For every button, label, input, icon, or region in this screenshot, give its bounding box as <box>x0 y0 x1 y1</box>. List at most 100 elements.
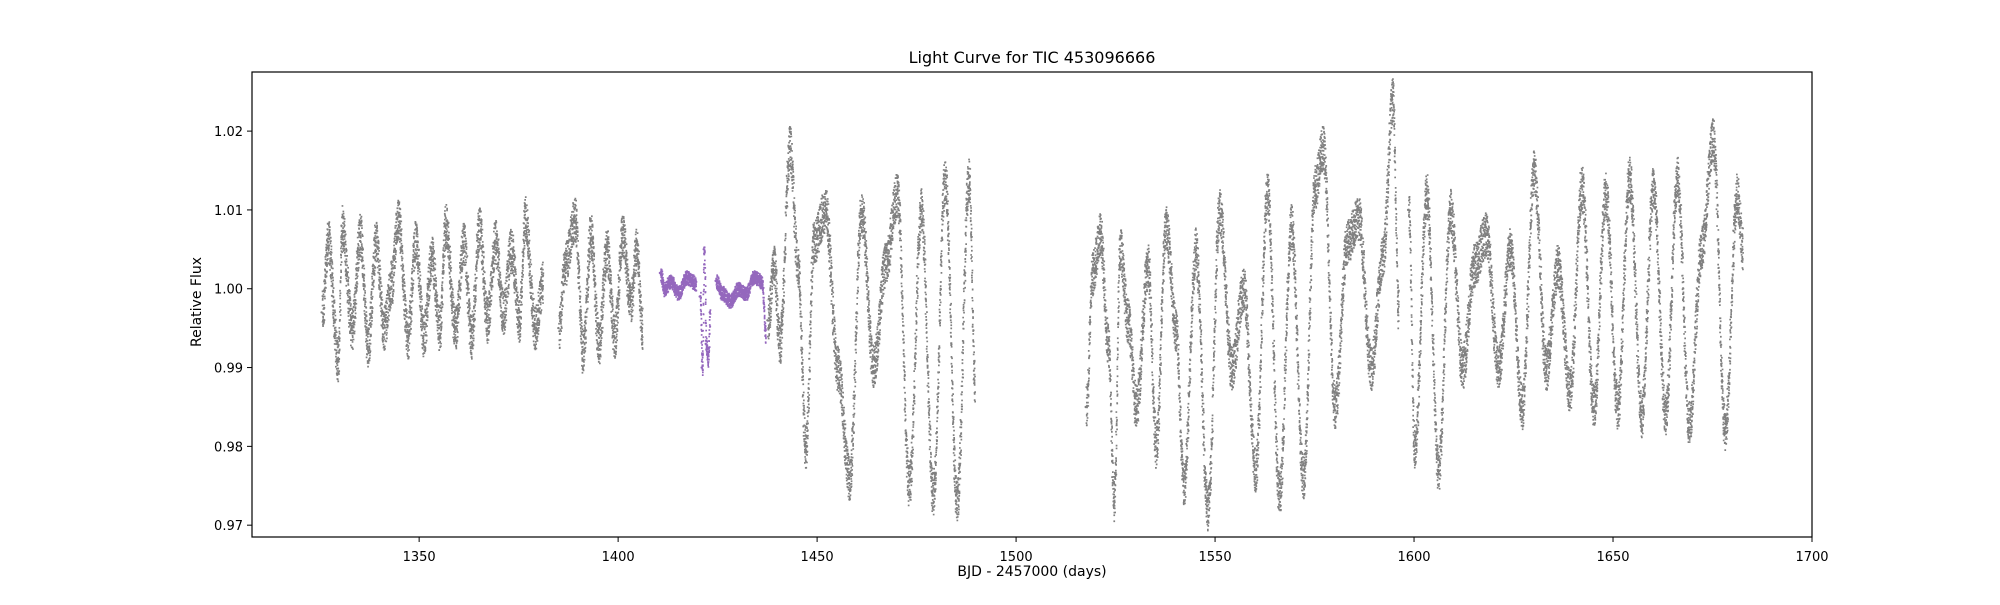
data-point <box>1568 390 1571 393</box>
y-tick-label: 0.99 <box>214 362 243 377</box>
data-point <box>1345 240 1348 243</box>
data-point <box>662 287 666 290</box>
x-tick-label: 1350 <box>403 550 436 565</box>
data-point <box>1112 500 1115 503</box>
data-point <box>1448 208 1452 212</box>
data-point <box>541 279 544 283</box>
flux-points <box>1407 118 1744 490</box>
data-point <box>752 275 755 279</box>
data-point <box>708 311 711 314</box>
data-point <box>1687 421 1690 424</box>
data-point <box>835 366 839 369</box>
y-tick-label: 0.97 <box>214 519 243 534</box>
data-point <box>744 291 747 294</box>
data-point <box>736 287 739 290</box>
data-point <box>533 326 536 330</box>
data-point <box>443 224 447 227</box>
data-point <box>406 334 409 338</box>
data-point <box>1118 248 1121 251</box>
data-point <box>720 291 723 294</box>
data-point <box>581 350 584 353</box>
data-point <box>1301 476 1304 480</box>
x-tick-label: 1500 <box>1000 550 1033 565</box>
data-point <box>704 342 707 346</box>
y-axis-label: Relative Flux <box>189 257 205 347</box>
data-point <box>1508 248 1511 251</box>
x-tick-label: 1650 <box>1596 550 1629 565</box>
data-point <box>1591 405 1595 409</box>
data-point <box>1406 208 1410 212</box>
series-0-segment-2 <box>766 126 976 522</box>
data-point <box>847 476 851 480</box>
flux-points <box>767 126 976 522</box>
data-point <box>931 492 934 495</box>
data-point <box>778 342 781 346</box>
data-point <box>973 382 976 385</box>
data-point <box>1396 311 1400 314</box>
data-point <box>788 145 791 149</box>
data-point <box>804 445 807 448</box>
data-point <box>1627 177 1631 180</box>
data-point <box>859 208 863 212</box>
data-point <box>1544 366 1547 369</box>
data-point <box>1391 98 1394 101</box>
data-point <box>1146 263 1149 267</box>
data-point <box>811 240 815 243</box>
data-point <box>1460 366 1464 369</box>
data-point <box>628 303 632 306</box>
data-point <box>1615 405 1619 409</box>
data-point <box>1556 263 1559 267</box>
data-point <box>477 224 480 227</box>
data-point <box>382 326 385 330</box>
data-point <box>1369 366 1372 369</box>
data-point <box>1357 216 1360 219</box>
data-point <box>358 232 361 235</box>
data-point <box>421 334 425 338</box>
data-point <box>1651 185 1655 188</box>
data-point <box>1205 508 1209 511</box>
x-tick-label: 1450 <box>801 550 834 565</box>
data-point <box>702 248 705 251</box>
data-point <box>620 232 624 235</box>
data-point <box>366 342 369 346</box>
data-point <box>1723 429 1726 432</box>
data-point <box>1154 445 1157 448</box>
data-point <box>764 334 767 338</box>
data-point <box>919 208 922 212</box>
data-point <box>760 279 763 283</box>
data-point <box>523 216 526 219</box>
data-point <box>1084 405 1087 409</box>
data-point <box>640 326 644 330</box>
data-point <box>871 366 874 369</box>
data-point <box>1174 326 1177 330</box>
data-point <box>676 291 679 294</box>
x-tick-label: 1400 <box>602 550 635 565</box>
y-tick-label: 1.02 <box>214 125 243 140</box>
data-point <box>612 334 616 338</box>
data-point <box>728 299 731 302</box>
data-point <box>895 193 898 196</box>
data-point <box>684 275 687 279</box>
data-point <box>1313 185 1316 188</box>
data-point <box>694 283 697 286</box>
data-point <box>396 216 399 219</box>
data-point <box>1484 232 1487 235</box>
data-point <box>557 326 560 330</box>
flux-series-1 <box>658 246 767 376</box>
data-point <box>1217 208 1221 212</box>
series-0-segment-1 <box>557 197 644 374</box>
data-point <box>390 279 393 283</box>
data-point <box>690 279 693 283</box>
data-point <box>1381 256 1384 259</box>
flux-points <box>321 196 545 383</box>
series-1-segment-0 <box>658 268 698 301</box>
data-point <box>883 263 886 267</box>
data-point <box>1675 177 1678 180</box>
data-point <box>658 271 662 275</box>
data-point <box>1194 248 1197 251</box>
data-point <box>350 326 353 330</box>
series-0-segment-3 <box>1084 78 1400 532</box>
y-tick-label: 1.00 <box>214 283 243 298</box>
data-point <box>714 279 717 283</box>
